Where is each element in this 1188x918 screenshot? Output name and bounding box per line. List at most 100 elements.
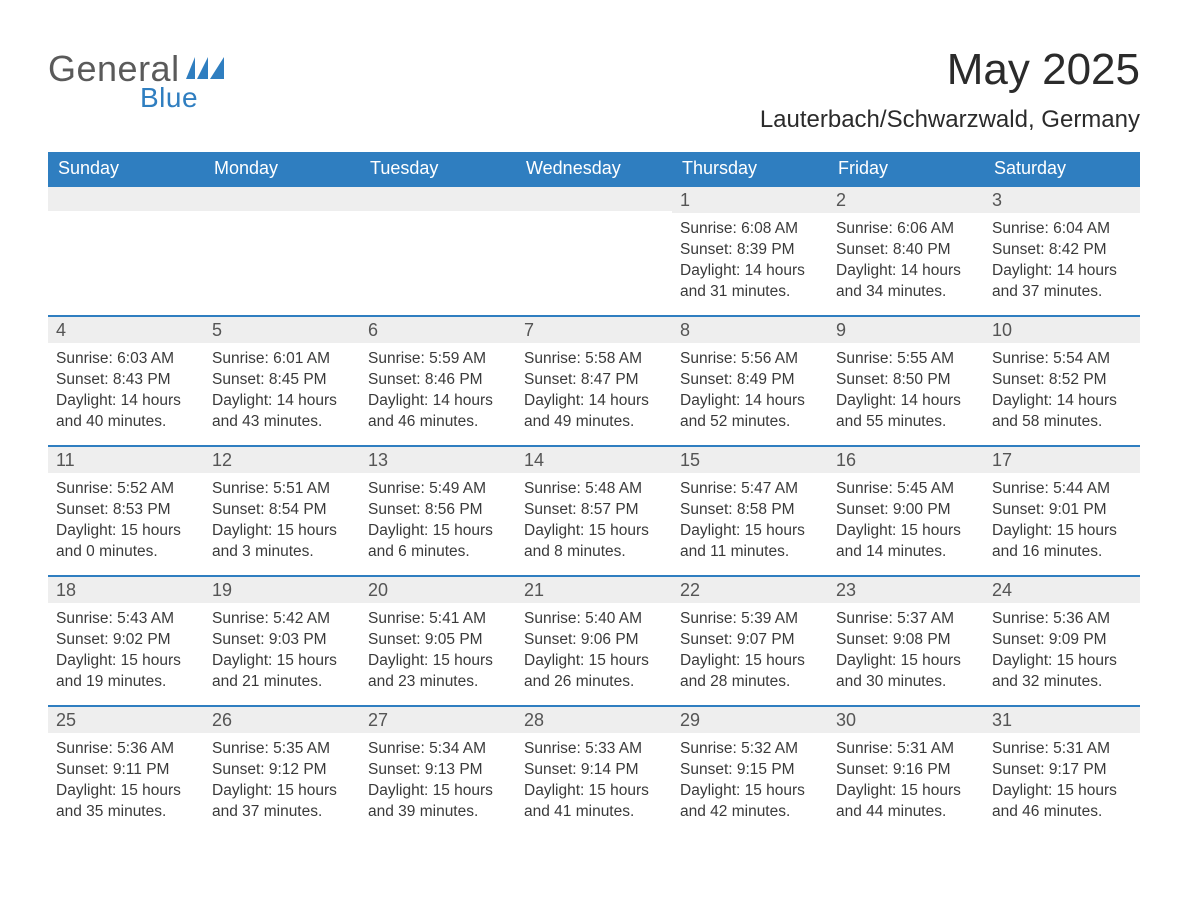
day-body: Sunrise: 6:06 AMSunset: 8:40 PMDaylight:… xyxy=(828,213,984,313)
day-number-bar: 19 xyxy=(204,575,360,603)
sunset-line: Sunset: 8:56 PM xyxy=(368,500,508,521)
day-body: Sunrise: 5:31 AMSunset: 9:17 PMDaylight:… xyxy=(984,733,1140,833)
sunrise-line: Sunrise: 5:41 AM xyxy=(368,609,508,630)
calendar-day-cell: 14Sunrise: 5:48 AMSunset: 8:57 PMDayligh… xyxy=(516,445,672,575)
sunrise-line: Sunrise: 5:52 AM xyxy=(56,479,196,500)
sunset-line: Sunset: 8:54 PM xyxy=(212,500,352,521)
daylight-line: Daylight: 14 hours and 34 minutes. xyxy=(836,261,976,303)
month-title: May 2025 xyxy=(760,48,1140,92)
day-body: Sunrise: 5:49 AMSunset: 8:56 PMDaylight:… xyxy=(360,473,516,573)
day-body: Sunrise: 5:48 AMSunset: 8:57 PMDaylight:… xyxy=(516,473,672,573)
sunrise-line: Sunrise: 5:39 AM xyxy=(680,609,820,630)
day-number-bar: 15 xyxy=(672,445,828,473)
day-body: Sunrise: 5:39 AMSunset: 9:07 PMDaylight:… xyxy=(672,603,828,703)
calendar-day-cell xyxy=(360,185,516,315)
calendar-day-cell xyxy=(48,185,204,315)
calendar-day-cell: 5Sunrise: 6:01 AMSunset: 8:45 PMDaylight… xyxy=(204,315,360,445)
sunrise-line: Sunrise: 5:32 AM xyxy=(680,739,820,760)
flag-icon xyxy=(186,57,224,79)
daylight-line: Daylight: 14 hours and 52 minutes. xyxy=(680,391,820,433)
sunset-line: Sunset: 9:14 PM xyxy=(524,760,664,781)
weekday-header: Sunday xyxy=(48,152,204,185)
calendar-day-cell: 10Sunrise: 5:54 AMSunset: 8:52 PMDayligh… xyxy=(984,315,1140,445)
daylight-line: Daylight: 14 hours and 49 minutes. xyxy=(524,391,664,433)
calendar-day-cell: 23Sunrise: 5:37 AMSunset: 9:08 PMDayligh… xyxy=(828,575,984,705)
daylight-line: Daylight: 15 hours and 11 minutes. xyxy=(680,521,820,563)
day-number-bar: 31 xyxy=(984,705,1140,733)
day-body: Sunrise: 6:04 AMSunset: 8:42 PMDaylight:… xyxy=(984,213,1140,313)
daylight-line: Daylight: 15 hours and 28 minutes. xyxy=(680,651,820,693)
calendar-day-cell: 3Sunrise: 6:04 AMSunset: 8:42 PMDaylight… xyxy=(984,185,1140,315)
daylight-line: Daylight: 15 hours and 41 minutes. xyxy=(524,781,664,823)
sunset-line: Sunset: 8:40 PM xyxy=(836,240,976,261)
sunrise-line: Sunrise: 5:48 AM xyxy=(524,479,664,500)
calendar-page: General Blue May 2025 Lauterbach/Schwarz… xyxy=(0,0,1188,875)
sunrise-line: Sunrise: 5:49 AM xyxy=(368,479,508,500)
calendar-body: 1Sunrise: 6:08 AMSunset: 8:39 PMDaylight… xyxy=(48,185,1140,835)
day-number-bar: 1 xyxy=(672,185,828,213)
calendar-day-cell: 11Sunrise: 5:52 AMSunset: 8:53 PMDayligh… xyxy=(48,445,204,575)
calendar-day-cell: 6Sunrise: 5:59 AMSunset: 8:46 PMDaylight… xyxy=(360,315,516,445)
header-row: General Blue May 2025 Lauterbach/Schwarz… xyxy=(48,48,1140,134)
day-body: Sunrise: 5:41 AMSunset: 9:05 PMDaylight:… xyxy=(360,603,516,703)
title-block: May 2025 Lauterbach/Schwarzwald, Germany xyxy=(760,48,1140,134)
daylight-line: Daylight: 15 hours and 35 minutes. xyxy=(56,781,196,823)
sunrise-line: Sunrise: 5:54 AM xyxy=(992,349,1132,370)
sunrise-line: Sunrise: 5:37 AM xyxy=(836,609,976,630)
sunrise-line: Sunrise: 5:33 AM xyxy=(524,739,664,760)
day-number-bar: 6 xyxy=(360,315,516,343)
sunrise-line: Sunrise: 5:31 AM xyxy=(992,739,1132,760)
calendar-day-cell: 17Sunrise: 5:44 AMSunset: 9:01 PMDayligh… xyxy=(984,445,1140,575)
weekday-row: SundayMondayTuesdayWednesdayThursdayFrid… xyxy=(48,152,1140,185)
day-number-bar: 24 xyxy=(984,575,1140,603)
sunset-line: Sunset: 8:49 PM xyxy=(680,370,820,391)
day-number-bar: 13 xyxy=(360,445,516,473)
day-number-bar xyxy=(516,185,672,211)
sunset-line: Sunset: 9:05 PM xyxy=(368,630,508,651)
daylight-line: Daylight: 15 hours and 6 minutes. xyxy=(368,521,508,563)
sunset-line: Sunset: 8:43 PM xyxy=(56,370,196,391)
day-body: Sunrise: 5:37 AMSunset: 9:08 PMDaylight:… xyxy=(828,603,984,703)
sunset-line: Sunset: 9:17 PM xyxy=(992,760,1132,781)
day-body: Sunrise: 5:55 AMSunset: 8:50 PMDaylight:… xyxy=(828,343,984,443)
daylight-line: Daylight: 15 hours and 37 minutes. xyxy=(212,781,352,823)
sunrise-line: Sunrise: 5:55 AM xyxy=(836,349,976,370)
sunrise-line: Sunrise: 5:47 AM xyxy=(680,479,820,500)
sunrise-line: Sunrise: 5:56 AM xyxy=(680,349,820,370)
sunset-line: Sunset: 8:53 PM xyxy=(56,500,196,521)
calendar-day-cell: 21Sunrise: 5:40 AMSunset: 9:06 PMDayligh… xyxy=(516,575,672,705)
calendar-day-cell: 4Sunrise: 6:03 AMSunset: 8:43 PMDaylight… xyxy=(48,315,204,445)
sunrise-line: Sunrise: 6:03 AM xyxy=(56,349,196,370)
day-number-bar xyxy=(204,185,360,211)
daylight-line: Daylight: 14 hours and 58 minutes. xyxy=(992,391,1132,433)
calendar-week-row: 4Sunrise: 6:03 AMSunset: 8:43 PMDaylight… xyxy=(48,315,1140,445)
brand-name-part2: Blue xyxy=(140,82,198,114)
daylight-line: Daylight: 15 hours and 32 minutes. xyxy=(992,651,1132,693)
calendar-week-row: 11Sunrise: 5:52 AMSunset: 8:53 PMDayligh… xyxy=(48,445,1140,575)
daylight-line: Daylight: 15 hours and 26 minutes. xyxy=(524,651,664,693)
sunrise-line: Sunrise: 6:01 AM xyxy=(212,349,352,370)
day-body: Sunrise: 5:32 AMSunset: 9:15 PMDaylight:… xyxy=(672,733,828,833)
sunset-line: Sunset: 9:13 PM xyxy=(368,760,508,781)
day-number-bar: 28 xyxy=(516,705,672,733)
day-body: Sunrise: 5:31 AMSunset: 9:16 PMDaylight:… xyxy=(828,733,984,833)
day-number-bar: 23 xyxy=(828,575,984,603)
calendar-head: SundayMondayTuesdayWednesdayThursdayFrid… xyxy=(48,152,1140,185)
day-body: Sunrise: 6:03 AMSunset: 8:43 PMDaylight:… xyxy=(48,343,204,443)
day-number-bar: 18 xyxy=(48,575,204,603)
day-body: Sunrise: 5:33 AMSunset: 9:14 PMDaylight:… xyxy=(516,733,672,833)
day-number-bar: 7 xyxy=(516,315,672,343)
calendar-day-cell: 29Sunrise: 5:32 AMSunset: 9:15 PMDayligh… xyxy=(672,705,828,835)
calendar-day-cell: 18Sunrise: 5:43 AMSunset: 9:02 PMDayligh… xyxy=(48,575,204,705)
sunset-line: Sunset: 9:15 PM xyxy=(680,760,820,781)
calendar-day-cell: 19Sunrise: 5:42 AMSunset: 9:03 PMDayligh… xyxy=(204,575,360,705)
day-body: Sunrise: 5:43 AMSunset: 9:02 PMDaylight:… xyxy=(48,603,204,703)
sunset-line: Sunset: 8:58 PM xyxy=(680,500,820,521)
day-body: Sunrise: 5:36 AMSunset: 9:09 PMDaylight:… xyxy=(984,603,1140,703)
daylight-line: Daylight: 15 hours and 19 minutes. xyxy=(56,651,196,693)
day-body: Sunrise: 5:36 AMSunset: 9:11 PMDaylight:… xyxy=(48,733,204,833)
day-body: Sunrise: 5:42 AMSunset: 9:03 PMDaylight:… xyxy=(204,603,360,703)
day-body: Sunrise: 6:08 AMSunset: 8:39 PMDaylight:… xyxy=(672,213,828,313)
sunset-line: Sunset: 9:16 PM xyxy=(836,760,976,781)
calendar-day-cell: 30Sunrise: 5:31 AMSunset: 9:16 PMDayligh… xyxy=(828,705,984,835)
